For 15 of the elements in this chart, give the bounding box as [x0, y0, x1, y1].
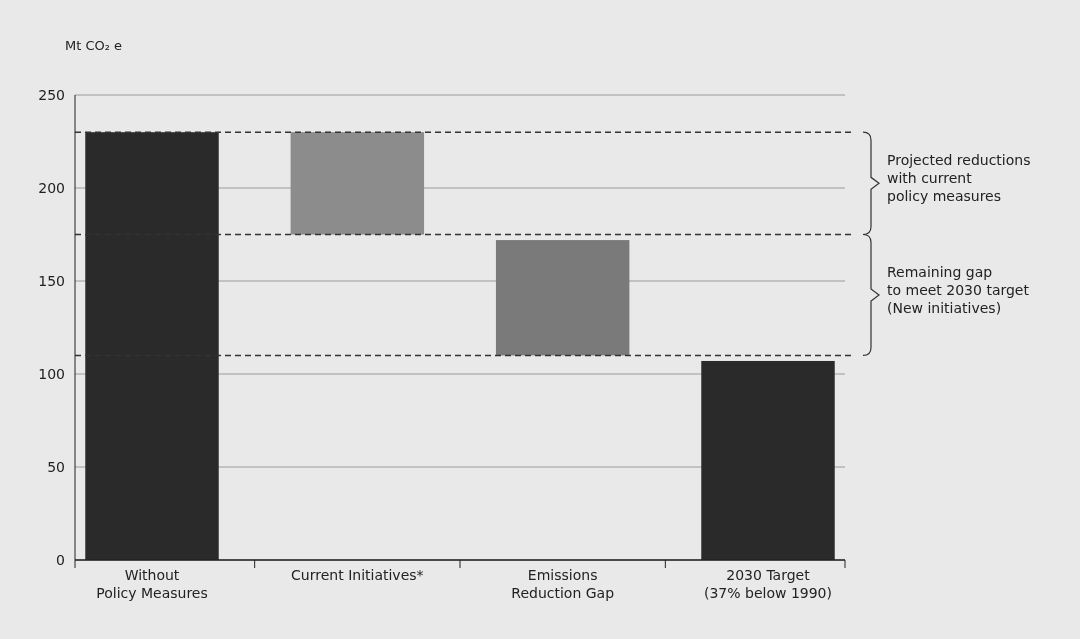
y-tick-label: 150	[38, 272, 65, 289]
y-tick-label: 50	[47, 458, 65, 475]
y-tick-label: 250	[38, 86, 65, 103]
y-axis-title: Mt CO₂ e	[65, 38, 123, 53]
x-tick-label: 2030 Target (37% below 1990)	[704, 567, 832, 601]
x-tick-label: Emissions Reduction Gap	[511, 567, 615, 601]
bar	[495, 240, 630, 356]
x-tick-label: Current Initiatives*	[291, 567, 424, 583]
x-tick-label: Without Policy Measures	[96, 567, 208, 601]
y-tick-label: 200	[38, 179, 65, 196]
y-tick-label: 100	[38, 365, 65, 382]
bar	[290, 132, 425, 235]
y-tick-label: 0	[56, 551, 65, 568]
text: Projected reductions with current policy measures	[887, 152, 1031, 205]
text: Remaining gap to meet 2030 target (New initiatives)	[887, 263, 1030, 316]
